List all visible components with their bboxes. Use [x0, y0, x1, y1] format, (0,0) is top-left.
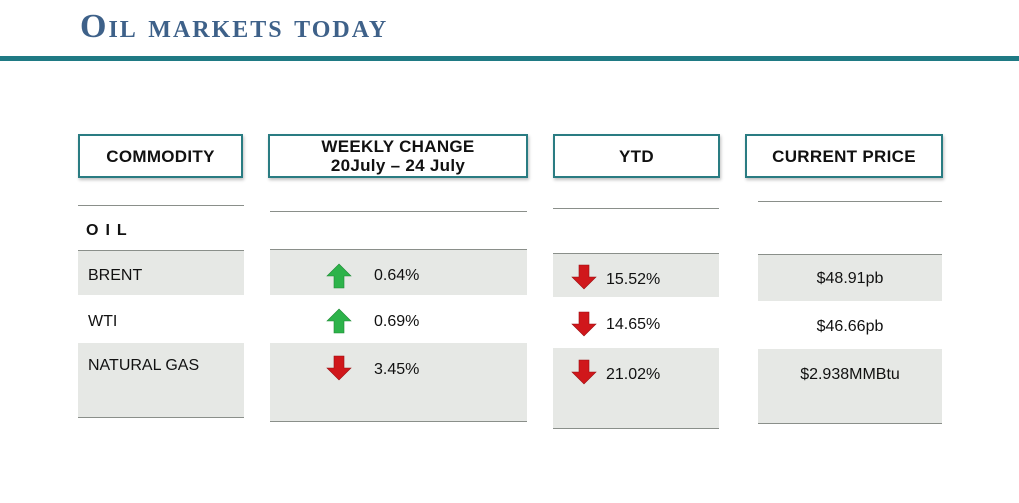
row-band	[78, 343, 244, 417]
divider	[758, 423, 942, 424]
header-weekly-change-dates: 20July – 24 July	[330, 156, 466, 175]
down-arrow-icon	[571, 264, 597, 290]
divider	[553, 253, 719, 254]
row-band	[758, 255, 942, 301]
commodity-natural-gas: NATURAL GAS	[88, 357, 200, 374]
header-ytd: YTD	[553, 134, 720, 178]
divider	[78, 250, 244, 251]
header-current-price: CURRENT PRICE	[745, 134, 943, 178]
commodity-wti: WTI	[88, 313, 118, 330]
weekly-change-wti: 0.69%	[374, 313, 420, 330]
divider	[553, 208, 719, 209]
header-commodity: COMMODITY	[78, 134, 243, 178]
page-title: Oil markets today	[80, 8, 389, 45]
ytd-natural-gas: 21.02%	[606, 366, 661, 383]
divider	[270, 421, 527, 422]
price-brent: $48.91pb	[816, 270, 884, 287]
divider	[270, 249, 527, 250]
row-band	[78, 251, 244, 295]
section-label-oil: OIL	[86, 222, 134, 239]
price-natural-gas: $2.938MMBtu	[800, 366, 900, 383]
down-arrow-icon	[571, 311, 597, 337]
header-current-price-label: CURRENT PRICE	[772, 146, 916, 166]
title-rule	[0, 56, 1019, 61]
header-commodity-label: COMMODITY	[106, 146, 215, 166]
divider	[270, 211, 527, 212]
divider	[78, 205, 244, 206]
down-arrow-icon	[571, 359, 597, 385]
ytd-wti: 14.65%	[606, 316, 661, 333]
price-wti: $46.66pb	[816, 318, 884, 335]
divider	[758, 254, 942, 255]
divider	[78, 417, 244, 418]
header-weekly-change-label: WEEKLY CHANGE	[321, 137, 475, 156]
ytd-brent: 15.52%	[606, 271, 661, 288]
weekly-change-brent: 0.64%	[374, 267, 420, 284]
weekly-change-natural-gas: 3.45%	[374, 361, 420, 378]
header-weekly-change: WEEKLY CHANGE 20July – 24 July	[268, 134, 528, 178]
divider	[553, 428, 719, 429]
row-band	[270, 343, 527, 421]
row-band	[270, 250, 527, 295]
row-band	[758, 349, 942, 423]
up-arrow-icon	[326, 308, 352, 334]
divider	[758, 201, 942, 202]
up-arrow-icon	[326, 263, 352, 289]
header-ytd-label: YTD	[619, 146, 654, 166]
commodity-brent: BRENT	[88, 267, 143, 284]
down-arrow-icon	[326, 355, 352, 381]
